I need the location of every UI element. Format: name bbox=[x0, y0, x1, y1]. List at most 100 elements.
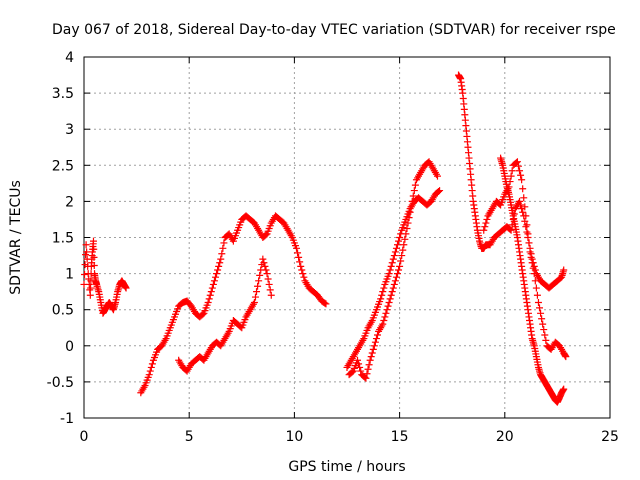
data-point bbox=[264, 275, 272, 283]
data-point bbox=[513, 158, 521, 166]
data-point bbox=[521, 217, 529, 225]
data-point bbox=[523, 228, 531, 236]
y-axis-label: SDTVAR / TECUs bbox=[8, 180, 24, 295]
data-point bbox=[538, 315, 546, 323]
data-point bbox=[396, 262, 404, 270]
chart-title: Day 067 of 2018, Sidereal Day-to-day VTE… bbox=[52, 22, 616, 38]
data-point bbox=[204, 298, 212, 306]
data-point bbox=[529, 264, 537, 272]
data-point bbox=[374, 331, 382, 339]
data-point bbox=[205, 295, 213, 303]
data-point bbox=[355, 360, 363, 368]
y-tick-label: 3 bbox=[65, 122, 74, 138]
data-point bbox=[406, 208, 414, 216]
x-tick-label: 10 bbox=[285, 429, 303, 445]
data-point bbox=[514, 162, 522, 170]
data-point bbox=[89, 237, 97, 245]
data-point bbox=[356, 363, 364, 371]
data-point bbox=[294, 249, 302, 257]
data-point bbox=[399, 246, 407, 254]
data-point bbox=[368, 349, 376, 357]
data-point bbox=[388, 288, 396, 296]
data-point bbox=[199, 310, 207, 318]
y-tick-label: -0.5 bbox=[47, 375, 74, 391]
data-point bbox=[348, 368, 356, 376]
data-point bbox=[357, 367, 365, 375]
data-point bbox=[385, 270, 393, 278]
data-point bbox=[145, 371, 153, 379]
x-tick-label: 20 bbox=[496, 429, 514, 445]
data-point bbox=[530, 270, 538, 278]
data-point bbox=[400, 241, 408, 249]
y-tick-label: 0 bbox=[65, 339, 74, 355]
data-point bbox=[404, 219, 412, 227]
data-point bbox=[396, 234, 404, 241]
data-point bbox=[296, 258, 304, 266]
data-point bbox=[254, 282, 262, 290]
data-point bbox=[148, 360, 156, 368]
data-point bbox=[207, 288, 215, 296]
data-point bbox=[517, 201, 525, 209]
data-point bbox=[516, 167, 524, 175]
y-tick-label: -1 bbox=[60, 411, 74, 427]
data-point bbox=[379, 320, 387, 328]
data-point bbox=[537, 309, 545, 317]
series-s5 bbox=[345, 158, 441, 382]
data-point bbox=[122, 284, 130, 292]
data-point bbox=[388, 259, 396, 267]
data-point bbox=[363, 370, 371, 378]
data-point bbox=[391, 277, 399, 285]
data-point bbox=[393, 270, 401, 278]
data-point bbox=[216, 259, 224, 267]
data-point bbox=[397, 257, 405, 265]
data-point bbox=[398, 252, 406, 260]
data-point bbox=[366, 356, 374, 364]
data-point bbox=[295, 253, 303, 261]
data-point bbox=[405, 214, 413, 222]
data-point bbox=[516, 197, 524, 205]
data-point bbox=[251, 293, 259, 301]
data-point bbox=[540, 326, 548, 334]
data-point bbox=[365, 361, 373, 369]
data-point bbox=[81, 271, 89, 279]
data-point bbox=[562, 353, 570, 361]
data-point bbox=[532, 284, 540, 292]
y-tick-label: 4 bbox=[65, 50, 74, 66]
data-point bbox=[541, 331, 549, 339]
data-point bbox=[372, 335, 380, 343]
data-point bbox=[403, 224, 411, 232]
data-point bbox=[208, 284, 216, 292]
data-point bbox=[533, 291, 541, 299]
data-point bbox=[560, 266, 568, 274]
data-point bbox=[391, 248, 399, 256]
data-point bbox=[253, 288, 261, 296]
data-point bbox=[354, 356, 362, 364]
data-point bbox=[407, 203, 415, 211]
data-point bbox=[521, 203, 529, 211]
data-point bbox=[298, 266, 306, 274]
data-point bbox=[299, 270, 307, 278]
data-point bbox=[433, 172, 441, 180]
data-point bbox=[560, 385, 568, 393]
data-point bbox=[519, 185, 527, 193]
data-point bbox=[260, 259, 268, 267]
data-point bbox=[507, 226, 515, 234]
x-tick-label: 0 bbox=[80, 429, 89, 445]
data-point bbox=[395, 237, 403, 245]
data-point bbox=[411, 181, 419, 189]
data-point bbox=[523, 221, 531, 229]
data-point bbox=[250, 298, 258, 306]
data-point bbox=[387, 262, 395, 270]
x-tick-label: 15 bbox=[391, 429, 409, 445]
data-point bbox=[367, 353, 375, 361]
data-point bbox=[385, 298, 393, 306]
data-point bbox=[507, 172, 515, 180]
data-point bbox=[261, 262, 269, 270]
data-point bbox=[539, 320, 547, 328]
data-point bbox=[522, 223, 530, 231]
data-point bbox=[402, 230, 410, 238]
data-point bbox=[480, 226, 488, 234]
data-point bbox=[384, 302, 392, 310]
data-point bbox=[386, 295, 394, 303]
